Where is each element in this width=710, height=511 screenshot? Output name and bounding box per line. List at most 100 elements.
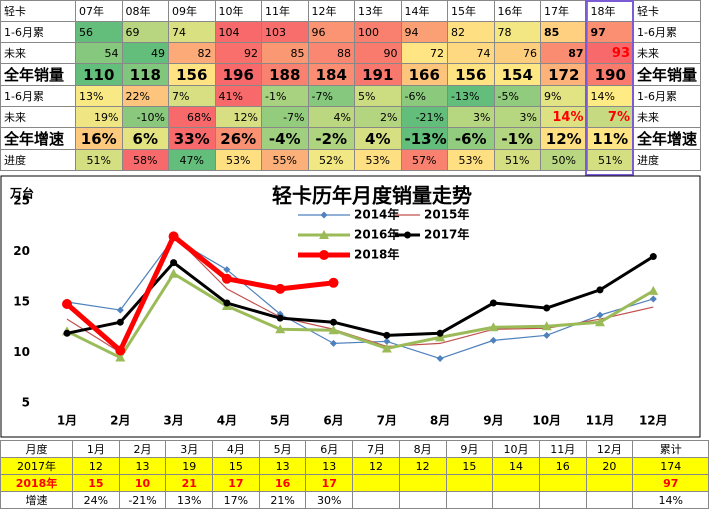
cell: 21	[165, 474, 214, 492]
cell: 12%	[540, 127, 588, 150]
point	[649, 295, 657, 303]
cell: 156	[447, 63, 495, 86]
header-cell: 8月	[398, 440, 447, 458]
cell: 97	[586, 21, 634, 43]
x-tick-label: 11月	[586, 414, 615, 428]
cell: 16%	[75, 127, 123, 150]
cell: 7%	[586, 106, 634, 128]
header-cell: 轻卡	[633, 0, 701, 22]
cell: 52%	[307, 149, 355, 171]
point	[488, 322, 499, 332]
cell: 19	[165, 457, 214, 475]
cell: 82	[447, 21, 495, 43]
point	[62, 299, 72, 310]
cell: -21%	[118, 491, 167, 509]
cell: 13	[118, 457, 167, 475]
chart: 轻卡历年月度销量走势 万台 5 10 15 20 25 1月 2月 3月 4月 5月 6月 7月 8月 9…	[0, 175, 701, 438]
cell: 33%	[168, 127, 216, 150]
row: 2017年 12 13 19 15 13 13 12 12 15 14 16 20 174	[0, 457, 710, 475]
point	[596, 286, 604, 294]
header-cell: 10月	[492, 440, 540, 458]
cell: -2%	[307, 127, 355, 150]
row-label: 增速	[0, 491, 73, 509]
cell: 12	[72, 457, 120, 475]
cell: 15	[212, 457, 260, 475]
point	[541, 321, 552, 331]
y-tick-label: 5	[22, 396, 30, 410]
cell: 53%	[447, 149, 495, 171]
cell: 51%	[493, 149, 541, 171]
header-cell: 18年	[586, 0, 634, 22]
cell: 15	[72, 474, 120, 492]
cell: -4%	[261, 127, 309, 150]
point	[489, 336, 497, 344]
point	[116, 306, 124, 314]
cell: 20	[585, 457, 634, 475]
cell: 196	[214, 63, 262, 86]
cell: 54	[75, 42, 123, 64]
cell: 78	[493, 21, 541, 43]
header-cell: 6月	[305, 440, 354, 458]
point	[649, 253, 657, 261]
point	[330, 318, 337, 326]
cell: 7%	[168, 85, 216, 107]
total-cell: 14%	[632, 491, 710, 509]
cell: -21%	[400, 106, 448, 128]
y-tick-label: 20	[13, 244, 30, 258]
header-cell: 17年	[540, 0, 588, 22]
header-cell: 09年	[168, 0, 216, 22]
point	[648, 285, 659, 295]
cell: -7%	[261, 106, 309, 128]
row: 全年增速 16% 6% 33% 26% -4% -2% 4% -13% -6% -1% 12% 11% 全…	[0, 127, 701, 150]
cell: 16	[538, 457, 587, 475]
point	[596, 311, 604, 319]
y-tick-label: 10	[13, 345, 30, 359]
header-cell: 10年	[214, 0, 262, 22]
cell: 11%	[586, 127, 634, 150]
row-label: 未来	[0, 106, 76, 128]
cell: 21%	[258, 491, 307, 509]
cell: 4%	[307, 106, 355, 128]
cell: 56	[75, 21, 123, 43]
cell	[398, 491, 447, 509]
cell: -6%	[400, 85, 448, 107]
header-cell: 月度	[0, 440, 73, 458]
point	[168, 231, 179, 242]
legend-label: 2014年	[354, 207, 399, 222]
header-cell: 12年	[307, 0, 355, 22]
cell: 82	[168, 42, 216, 64]
point	[328, 277, 339, 288]
cell: 51%	[75, 149, 123, 171]
point	[543, 331, 551, 339]
cell: 12	[352, 457, 400, 475]
header-cell: 12月	[585, 440, 634, 458]
legend-marker	[319, 230, 329, 239]
point	[383, 331, 391, 339]
cell	[585, 474, 634, 492]
cell: 94	[400, 21, 448, 43]
point	[381, 343, 392, 353]
cell: 191	[354, 63, 402, 86]
cell	[492, 491, 540, 509]
legend-label: 2015年	[424, 207, 469, 222]
header-cell: 1月	[72, 440, 120, 458]
cell	[352, 474, 400, 492]
cell: 10	[118, 474, 167, 492]
cell	[352, 491, 400, 509]
cell: 57%	[400, 149, 448, 171]
cell	[492, 474, 540, 492]
row-label: 未来	[0, 42, 76, 64]
row-label: 进度	[0, 149, 76, 171]
cell: -6%	[447, 127, 495, 150]
cell: 3%	[493, 106, 541, 128]
cell	[445, 474, 494, 492]
cell: 50%	[540, 149, 588, 171]
legend-label: 2016年	[354, 227, 399, 242]
cell: 96	[307, 21, 355, 43]
header-cell: 08年	[121, 0, 169, 22]
cell: 156	[168, 63, 216, 86]
cell	[538, 491, 587, 509]
cell: -13%	[447, 85, 495, 107]
x-tick-label: 5月	[270, 414, 290, 428]
cell: 110	[75, 63, 123, 86]
